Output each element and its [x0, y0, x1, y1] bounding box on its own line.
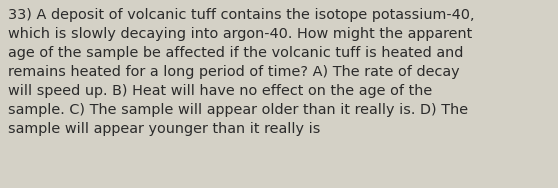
Text: 33) A deposit of volcanic tuff contains the isotope potassium-40,
which is slowl: 33) A deposit of volcanic tuff contains …: [8, 8, 474, 136]
